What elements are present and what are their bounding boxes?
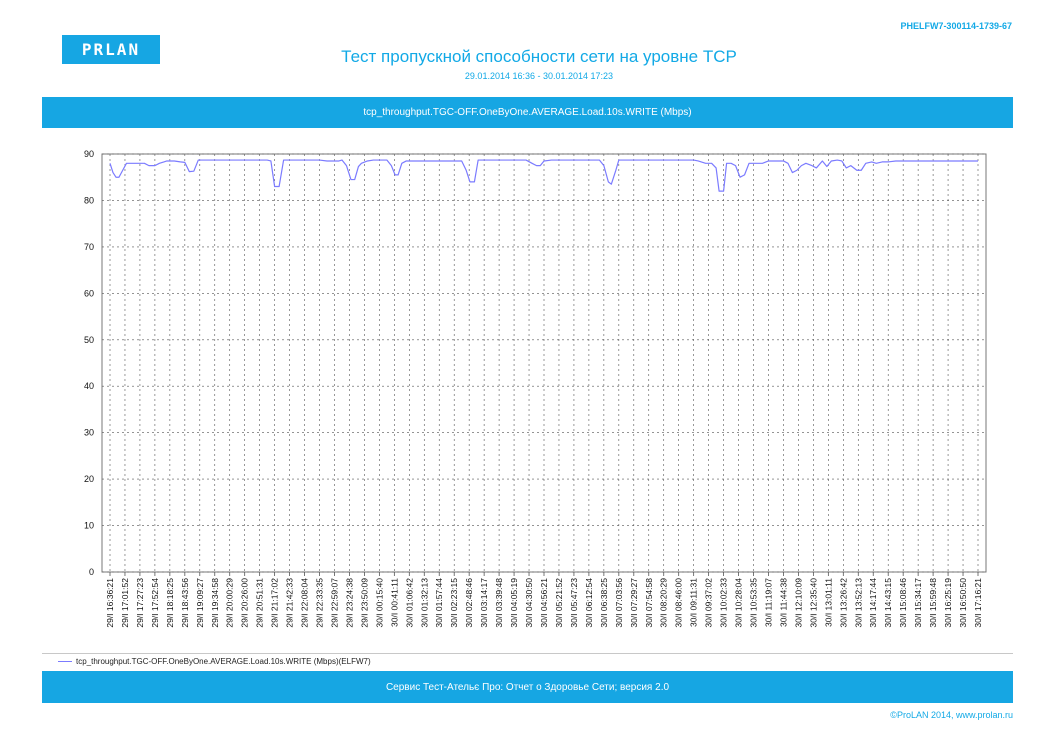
x-tick-label: 29/I 20:26:00 [240, 578, 250, 628]
x-tick-label: 30/I 08:20:29 [659, 578, 669, 628]
x-tick-label: 30/I 00:15:40 [374, 578, 384, 628]
x-tick-label: 30/I 01:32:13 [419, 578, 429, 628]
x-tick-label: 30/I 13:26:42 [838, 578, 848, 628]
x-tick-label: 30/I 02:48:46 [464, 578, 474, 628]
x-tick-label: 30/I 09:11:31 [689, 578, 699, 627]
x-tick-label: 29/I 18:18:25 [165, 578, 175, 628]
x-tick-label: 29/I 19:34:58 [210, 578, 220, 628]
copyright-text: ProLAN 2014, www.prolan.ru [896, 710, 1013, 720]
x-tick-label: 29/I 17:52:54 [150, 578, 160, 628]
x-tick-label: 30/I 14:17:44 [868, 578, 878, 628]
y-tick-label: 0 [89, 567, 94, 577]
document-id: PHELFW7-300114-1739-67 [900, 21, 1012, 31]
x-tick-label: 30/I 15:34:17 [913, 578, 923, 628]
y-tick-label: 60 [84, 288, 94, 298]
x-tick-label: 30/I 12:35:40 [808, 578, 818, 628]
x-tick-label: 30/I 11:44:38 [778, 578, 788, 627]
x-tick-label: 30/I 05:47:23 [569, 578, 579, 628]
y-tick-label: 30 [84, 428, 94, 438]
chart-legend: tcp_throughput.TGC-OFF.OneByOne.AVERAGE.… [42, 653, 1013, 669]
x-tick-label: 30/I 03:14:17 [479, 578, 489, 628]
x-tick-label: 30/I 14:43:15 [883, 578, 893, 628]
x-tick-label: 30/I 10:02:33 [719, 578, 729, 628]
x-tick-label: 30/I 01:57:44 [434, 578, 444, 628]
prolan-logo: PRLAN [62, 35, 160, 64]
x-tick-label: 30/I 05:21:52 [554, 578, 564, 628]
x-tick-label: 30/I 07:03:56 [614, 578, 624, 628]
x-tick-label: 29/I 21:17:02 [270, 578, 280, 628]
throughput-chart: 0 10 20 30 40 50 60 70 80 90 29/I 16:36:21 29/I 17… [84, 149, 987, 628]
report-title: Тест пропускной способности сети на уров… [341, 47, 737, 66]
x-tick-label: 30/I 02:23:15 [449, 578, 459, 628]
x-tick-label: 30/I 07:54:58 [644, 578, 654, 628]
x-tick-label: 30/I 03:39:48 [494, 578, 504, 628]
y-tick-label: 10 [84, 521, 94, 531]
legend-swatch [58, 661, 72, 662]
x-tick-label: 29/I 20:00:29 [225, 578, 235, 628]
x-tick-label: 29/I 18:43:56 [180, 578, 190, 628]
y-tick-label: 90 [84, 149, 94, 159]
x-tick-label: 30/I 07:29:27 [629, 578, 639, 628]
y-tick-label: 80 [84, 195, 94, 205]
x-tick-label: 30/I 17:16:21 [973, 578, 983, 628]
y-tick-label: 20 [84, 474, 94, 484]
x-tick-label: 29/I 21:42:33 [285, 578, 295, 628]
x-tick-label: 30/I 10:28:04 [734, 578, 744, 628]
x-tick-label: 30/I 10:53:35 [749, 578, 759, 628]
x-tick-label: 29/I 22:33:35 [315, 578, 325, 628]
x-tick-label: 30/I 04:05:19 [509, 578, 519, 628]
series-line-0 [109, 159, 978, 192]
x-tick-label: 29/I 19:09:27 [195, 578, 205, 628]
chart-area: 0 10 20 30 40 50 60 70 80 90 29/I 16:36:21 29/I 17… [42, 140, 1013, 648]
x-tick-label: 30/I 08:46:00 [674, 578, 684, 628]
chart-header-label: tcp_throughput.TGC-OFF.OneByOne.AVERAGE.… [363, 107, 692, 118]
chart-header-bar: tcp_throughput.TGC-OFF.OneByOne.AVERAGE.… [42, 97, 1013, 128]
x-tick-label: 29/I 23:50:09 [359, 578, 369, 628]
x-tick-label: 30/I 09:37:02 [704, 578, 714, 628]
footer-bar: Сервис Тест-Ательє Про: Отчет о Здоровье… [42, 671, 1013, 703]
x-tick-label: 30/I 00:41:11 [389, 578, 399, 627]
x-tick-label: 30/I 04:30:50 [524, 578, 534, 628]
y-tick-label: 40 [84, 381, 94, 391]
y-tick-label: 70 [84, 242, 94, 252]
x-tick-label: 30/I 12:10:09 [793, 578, 803, 628]
x-tick-label: 30/I 06:12:54 [584, 578, 594, 628]
x-tick-label: 30/I 13:52:13 [853, 578, 863, 628]
y-tick-label: 50 [84, 335, 94, 345]
x-tick-label: 30/I 13:01:11 [823, 578, 833, 627]
x-tick-label: 29/I 16:36:21 [105, 578, 115, 628]
legend-label: tcp_throughput.TGC-OFF.OneByOne.AVERAGE.… [76, 657, 371, 666]
x-tick-label: 29/I 17:27:23 [135, 578, 145, 628]
x-tick-label: 29/I 17:01:52 [120, 578, 130, 628]
report-date-range: 29.01.2014 16:36 - 30.01.2014 17:23 [464, 71, 614, 81]
footer-bar-label: Сервис Тест-Ательє Про: Отчет о Здоровье… [385, 681, 670, 693]
copyright-icon: © [890, 710, 897, 720]
x-tick-label: 30/I 16:50:50 [958, 578, 968, 628]
x-tick-label: 30/I 16:25:19 [943, 578, 953, 628]
x-tick-label: 29/I 20:51:31 [255, 578, 265, 628]
x-tick-label: 30/I 04:56:21 [539, 578, 549, 628]
x-tick-label: 30/I 06:38:25 [599, 578, 609, 628]
x-tick-label: 29/I 22:08:04 [300, 578, 310, 628]
copyright: ©ProLAN 2014, www.prolan.ru [890, 710, 1013, 720]
x-tick-label: 29/I 22:59:07 [329, 578, 339, 628]
x-tick-label: 30/I 11:19:07 [763, 578, 773, 627]
x-tick-label: 30/I 01:06:42 [404, 578, 414, 628]
x-tick-label: 29/I 23:24:38 [344, 578, 354, 628]
x-tick-label: 30/I 15:59:48 [928, 578, 938, 628]
x-tick-label: 30/I 15:08:46 [898, 578, 908, 628]
